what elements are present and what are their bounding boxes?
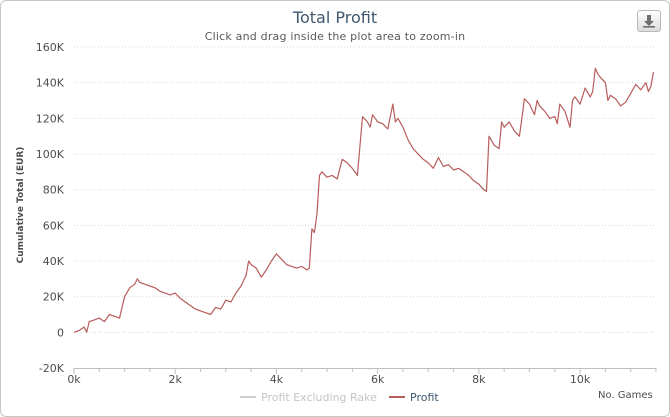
x-tick-label: 0k [67,373,81,386]
y-tick-label: 140K [36,77,65,90]
x-axis [73,368,657,374]
y-tick-label: 120K [36,112,65,125]
y-tick-label: 80K [43,184,65,197]
x-tick-label: 2k [169,373,183,386]
y-tick-label: 0 [57,326,64,339]
y-tick-label: 160K [36,41,65,54]
y-tick-label: 60K [43,219,65,232]
x-tick-label: 8k [472,373,486,386]
export-button[interactable] [637,10,661,32]
chart-subtitle: Click and drag inside the plot area to z… [204,30,466,43]
x-axis-label: No. Games [598,390,653,401]
legend-item-profit-excluding-rake[interactable]: Profit Excluding Rake [240,389,377,405]
y-tick-label: -20K [39,362,65,375]
x-tick-label: 6k [371,373,385,386]
legend-swatch-profit [389,396,405,398]
y-tick-label: 20K [43,291,65,304]
download-icon [643,15,655,28]
y-tick-label: 40K [43,255,65,268]
legend-item-profit[interactable]: Profit [389,389,439,405]
x-tick-labels: 0k 2k 4k 6k 8k 10k [67,373,591,386]
legend-label: Profit [410,390,439,404]
series-line-profit[interactable] [73,67,655,333]
y-axis-label: Cumulative Total (EUR) [16,147,26,264]
x-tick-label: 10k [570,373,591,386]
legend-swatch-profit-excluding-rake [240,396,256,398]
grid-lines [74,46,656,333]
legend-label: Profit Excluding Rake [261,390,377,404]
series-group [73,67,655,333]
x-tick-label: 4k [270,373,284,386]
y-tick-labels: -20K 0 20K 40K 60K 80K 100K 120K 140K 160K [36,41,65,375]
chart-title: Total Profit [292,8,378,27]
y-tick-label: 100K [36,148,65,161]
